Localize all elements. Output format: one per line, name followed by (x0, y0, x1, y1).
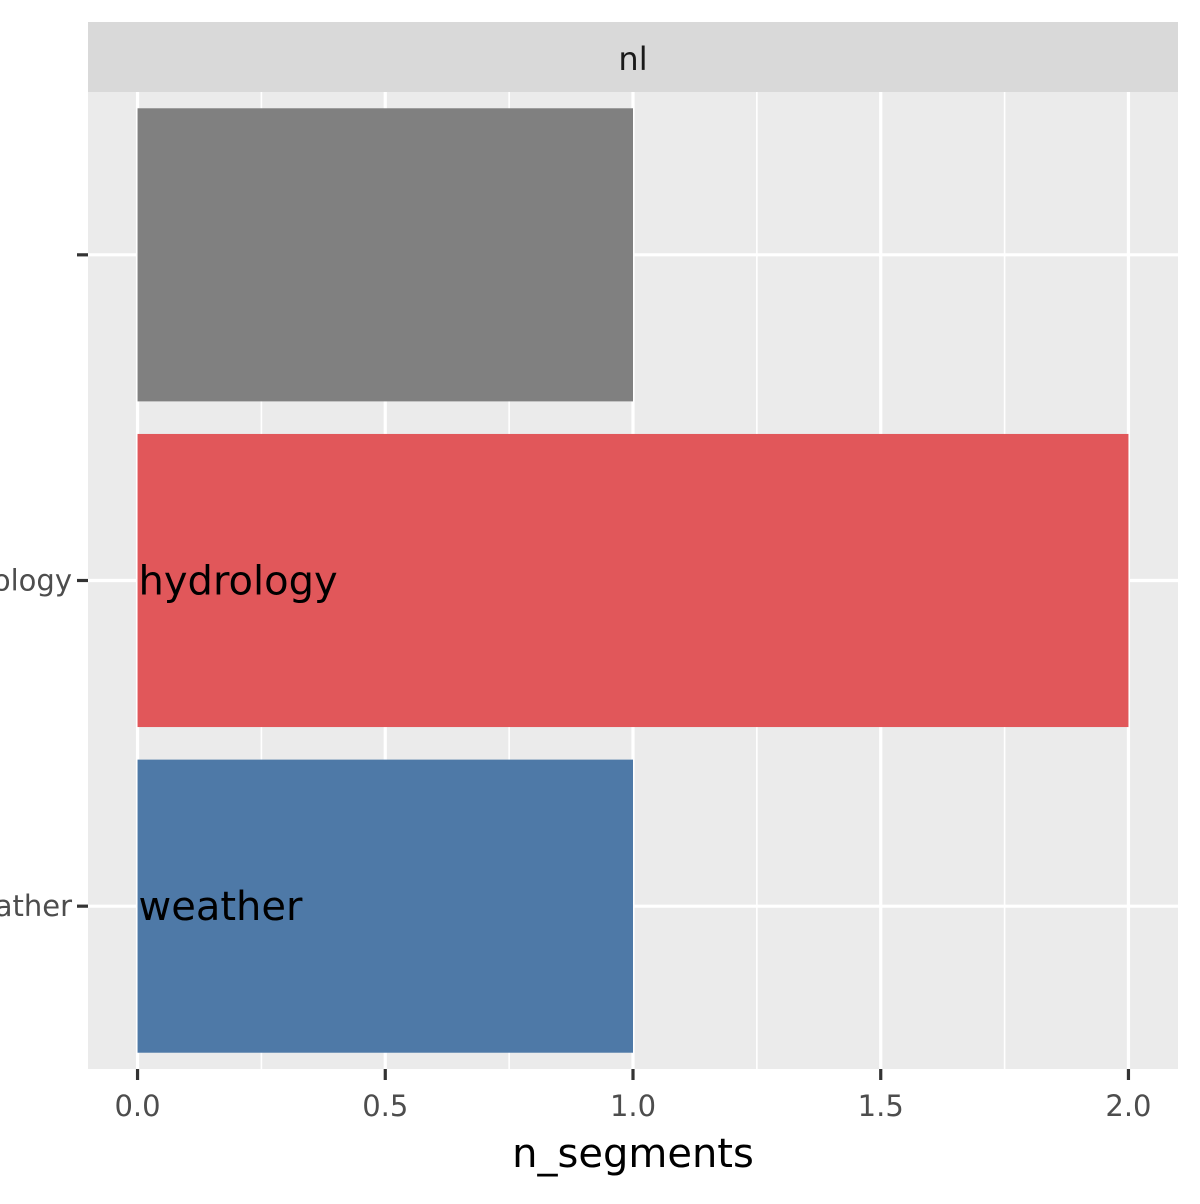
bar (137, 108, 633, 402)
y-tick-label: weather (0, 889, 72, 923)
y-tick-label: hydrology (0, 564, 72, 598)
bar (137, 433, 1129, 728)
x-axis-ticks: 0.0 0.5 1.0 1.5 2.0 (114, 1069, 1152, 1123)
facet-label: nl (618, 40, 647, 78)
y-axis-ticks: hydrology weather (0, 253, 88, 923)
x-tick-label: 2.0 (1105, 1089, 1151, 1123)
x-axis-title: n_segments (512, 1131, 754, 1177)
x-tick-label: 0.5 (362, 1089, 408, 1123)
x-tick-label: 0.0 (114, 1089, 160, 1123)
x-tick-label: 1.5 (858, 1089, 904, 1123)
bar (137, 759, 633, 1053)
x-tick-label: 1.0 (610, 1089, 656, 1123)
bar-label: weather (139, 884, 303, 930)
strip-background (88, 22, 1178, 92)
bar-labels: hydrology weather (139, 559, 338, 931)
bar-label: hydrology (139, 559, 338, 605)
bars (137, 108, 1129, 1053)
